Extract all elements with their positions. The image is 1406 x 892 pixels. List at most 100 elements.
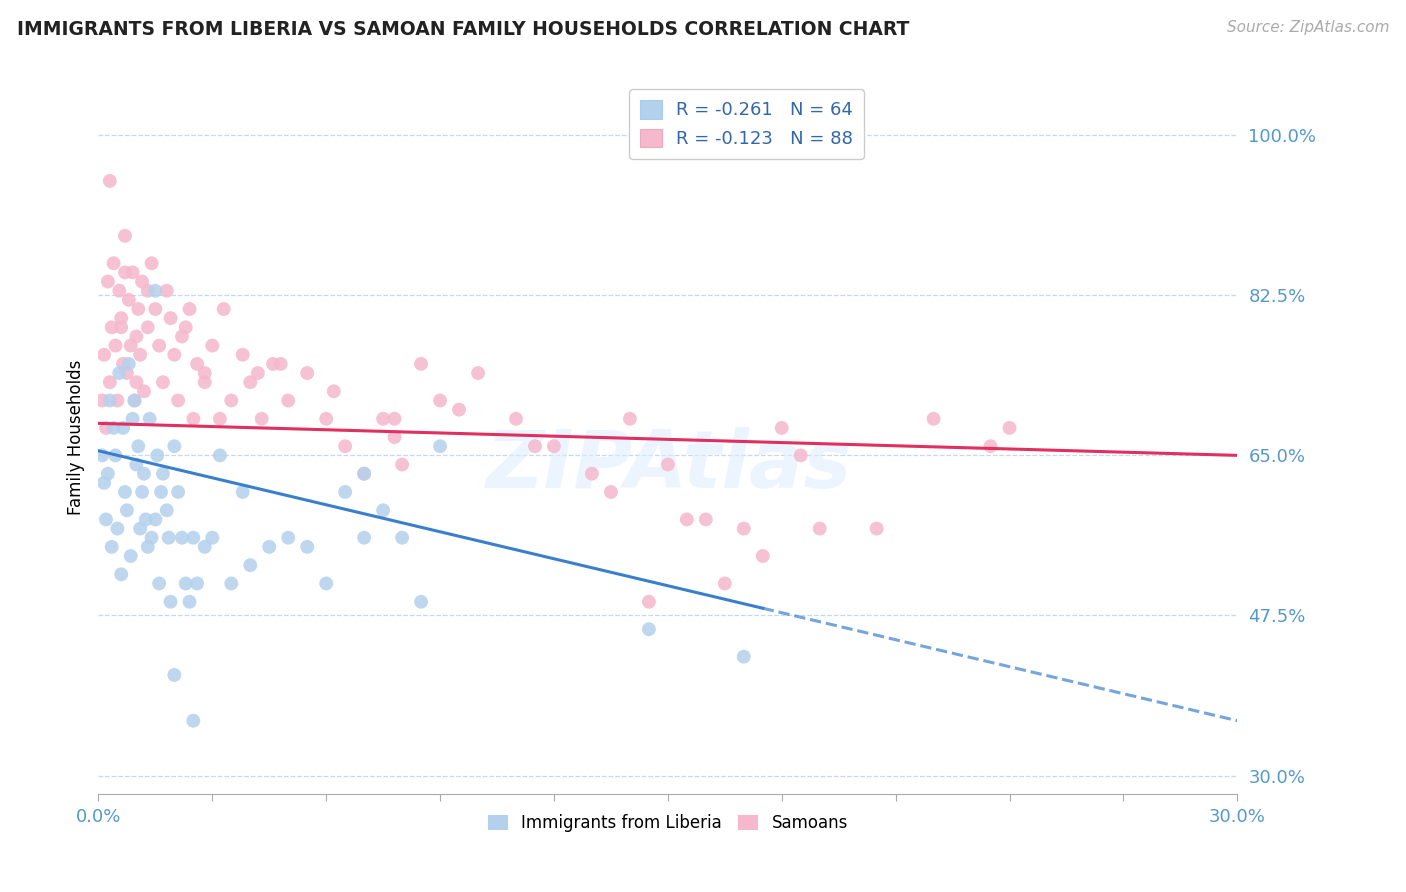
Point	[150, 485, 173, 500]
Point	[145, 301, 167, 316]
Point	[159, 595, 181, 609]
Point	[110, 567, 132, 582]
Point	[136, 284, 159, 298]
Point	[714, 576, 737, 591]
Point	[174, 576, 197, 591]
Point	[152, 375, 174, 389]
Point	[97, 467, 120, 481]
Point	[194, 366, 217, 380]
Point	[384, 411, 406, 425]
Point	[695, 512, 717, 526]
Point	[270, 357, 292, 371]
Point	[297, 540, 319, 554]
Point	[335, 439, 357, 453]
Point	[148, 576, 170, 591]
Point	[600, 485, 623, 500]
Point	[131, 485, 153, 500]
Point	[163, 439, 186, 453]
Point	[163, 348, 186, 362]
Point	[183, 411, 205, 425]
Point	[524, 439, 547, 453]
Point	[183, 531, 205, 545]
Point	[121, 265, 143, 279]
Text: Source: ZipAtlas.com: Source: ZipAtlas.com	[1226, 20, 1389, 35]
Point	[322, 384, 344, 399]
Point	[121, 411, 143, 425]
Point	[156, 284, 179, 298]
Point	[250, 411, 273, 425]
Point	[132, 467, 155, 481]
Point	[120, 549, 142, 563]
Point	[163, 668, 186, 682]
Point	[167, 485, 190, 500]
Point	[770, 421, 793, 435]
Point	[297, 366, 319, 380]
Point	[107, 522, 129, 536]
Point	[353, 467, 375, 481]
Point	[752, 549, 775, 563]
Point	[808, 522, 831, 536]
Point	[115, 366, 138, 380]
Point	[262, 357, 284, 371]
Point	[112, 357, 135, 371]
Point	[108, 366, 131, 380]
Point	[638, 595, 661, 609]
Point	[104, 338, 127, 352]
Point	[391, 531, 413, 545]
Point	[93, 348, 115, 362]
Point	[259, 540, 281, 554]
Point	[505, 411, 527, 425]
Point	[429, 439, 451, 453]
Point	[335, 485, 357, 500]
Point	[136, 540, 159, 554]
Point	[467, 366, 489, 380]
Point	[239, 375, 262, 389]
Point	[98, 174, 121, 188]
Point	[170, 531, 193, 545]
Point	[411, 595, 433, 609]
Point	[201, 531, 224, 545]
Point	[124, 393, 146, 408]
Point	[93, 475, 115, 490]
Point	[114, 265, 136, 279]
Point	[145, 512, 167, 526]
Point	[581, 467, 603, 481]
Point	[733, 522, 755, 536]
Point	[114, 485, 136, 500]
Point	[145, 284, 167, 298]
Point	[110, 311, 132, 326]
Point	[129, 348, 152, 362]
Point	[638, 622, 661, 636]
Point	[135, 512, 157, 526]
Point	[132, 384, 155, 399]
Point	[167, 393, 190, 408]
Point	[136, 320, 159, 334]
Point	[657, 458, 679, 472]
Point	[186, 357, 208, 371]
Point	[127, 301, 149, 316]
Point	[91, 393, 114, 408]
Point	[100, 540, 122, 554]
Point	[118, 357, 141, 371]
Point	[91, 449, 114, 463]
Point	[212, 301, 235, 316]
Point	[118, 293, 141, 307]
Point	[114, 228, 136, 243]
Point	[103, 421, 125, 435]
Point	[174, 320, 197, 334]
Y-axis label: Family Households: Family Households	[66, 359, 84, 515]
Point	[141, 256, 163, 270]
Point	[110, 320, 132, 334]
Point	[125, 375, 148, 389]
Point	[277, 393, 299, 408]
Point	[138, 411, 160, 425]
Point	[157, 531, 180, 545]
Point	[159, 311, 181, 326]
Point	[979, 439, 1001, 453]
Point	[201, 338, 224, 352]
Point	[152, 467, 174, 481]
Point	[208, 449, 231, 463]
Point	[107, 393, 129, 408]
Point	[447, 402, 470, 417]
Text: IMMIGRANTS FROM LIBERIA VS SAMOAN FAMILY HOUSEHOLDS CORRELATION CHART: IMMIGRANTS FROM LIBERIA VS SAMOAN FAMILY…	[17, 20, 910, 38]
